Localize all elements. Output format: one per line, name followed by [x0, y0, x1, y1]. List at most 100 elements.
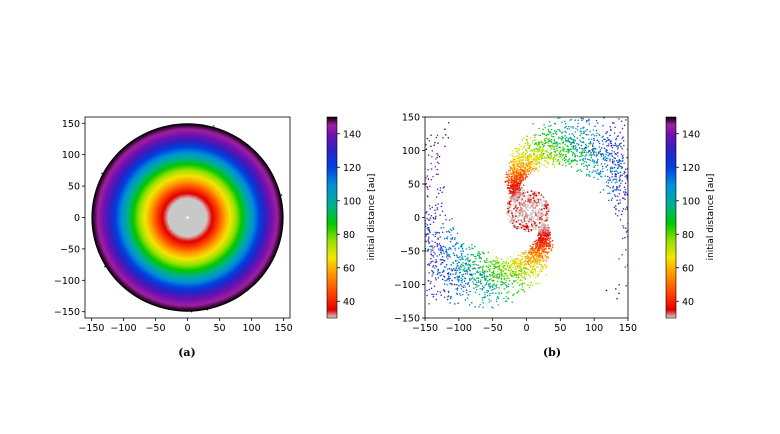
- particle: [520, 145, 522, 148]
- particle: [500, 277, 503, 280]
- particle: [162, 205, 164, 207]
- particle: [645, 182, 647, 184]
- particle: [642, 175, 644, 177]
- particle: [254, 170, 257, 172]
- particle: [146, 136, 149, 138]
- particle: [524, 200, 527, 203]
- particle: [127, 155, 130, 157]
- particle: [405, 221, 407, 223]
- particle: [595, 161, 597, 163]
- particle: [193, 180, 195, 182]
- particle: [547, 242, 549, 244]
- particle: [601, 140, 604, 142]
- particle: [514, 179, 517, 181]
- particle: [242, 157, 244, 159]
- particle: [555, 133, 558, 135]
- particle: [401, 205, 403, 207]
- particle: [645, 161, 647, 163]
- panel-a-points: [91, 123, 284, 313]
- particle: [636, 203, 638, 205]
- particle: [507, 283, 510, 285]
- particle: [547, 203, 549, 206]
- particle: [260, 212, 263, 214]
- particle: [647, 210, 649, 212]
- particle: [147, 221, 150, 223]
- particle: [456, 255, 458, 257]
- particle: [383, 256, 385, 258]
- particle: [511, 212, 513, 215]
- particle: [205, 182, 207, 184]
- particle: [510, 263, 512, 266]
- particle: [476, 281, 478, 283]
- particle: [144, 239, 146, 241]
- particle: [448, 219, 451, 221]
- particle: [185, 257, 187, 259]
- particle: [514, 262, 516, 265]
- particle: [497, 268, 499, 270]
- particle: [464, 282, 467, 285]
- particle: [393, 245, 395, 247]
- particle: [394, 214, 396, 216]
- particle: [420, 232, 422, 234]
- particle: [531, 253, 534, 256]
- particle: [638, 140, 640, 142]
- particle: [141, 211, 143, 213]
- particle: [126, 197, 128, 199]
- particle: [500, 265, 502, 267]
- particle: [654, 153, 656, 155]
- particle: [174, 276, 176, 279]
- particle: [432, 254, 434, 257]
- particle: [523, 189, 525, 192]
- particle: [191, 124, 193, 126]
- particle: [185, 259, 187, 261]
- particle: [117, 195, 119, 197]
- particle: [144, 178, 146, 180]
- particle: [656, 215, 658, 217]
- particle: [635, 188, 637, 190]
- particle: [150, 193, 152, 195]
- particle: [477, 271, 480, 274]
- particle: [478, 306, 480, 308]
- particle: [425, 143, 427, 146]
- particle: [381, 179, 383, 181]
- particle: [166, 130, 168, 132]
- particle: [489, 294, 491, 297]
- particle: [516, 219, 519, 222]
- particle: [530, 281, 532, 284]
- particle: [540, 226, 542, 229]
- particle: [519, 220, 522, 223]
- particle: [529, 270, 531, 272]
- particle: [621, 127, 624, 130]
- particle: [184, 241, 186, 243]
- particle: [530, 250, 532, 253]
- particle: [535, 255, 538, 257]
- particle: [504, 300, 507, 303]
- particle: [418, 210, 420, 212]
- panel-a: −150 −100 −50 0 50 100 150 −150−100−5005010015…: [54, 116, 293, 359]
- particle: [626, 206, 628, 208]
- particle: [521, 252, 524, 254]
- particle: [537, 201, 540, 203]
- particle: [526, 169, 528, 172]
- particle: [547, 133, 550, 136]
- particle: [520, 226, 523, 229]
- particle: [646, 194, 648, 196]
- particle: [545, 238, 547, 241]
- particle: [400, 240, 402, 242]
- particle: [584, 143, 587, 145]
- particle: [213, 125, 215, 127]
- particle: [465, 264, 467, 266]
- particle: [253, 212, 255, 214]
- particle: [211, 164, 213, 166]
- particle: [529, 250, 531, 253]
- particle: [148, 222, 150, 225]
- particle: [530, 149, 532, 151]
- particle: [529, 284, 532, 286]
- particle: [606, 157, 609, 160]
- particle: [662, 172, 664, 174]
- particle: [679, 208, 681, 210]
- particle: [572, 147, 574, 150]
- particle: [219, 297, 221, 300]
- particle: [418, 133, 420, 135]
- particle: [221, 196, 224, 198]
